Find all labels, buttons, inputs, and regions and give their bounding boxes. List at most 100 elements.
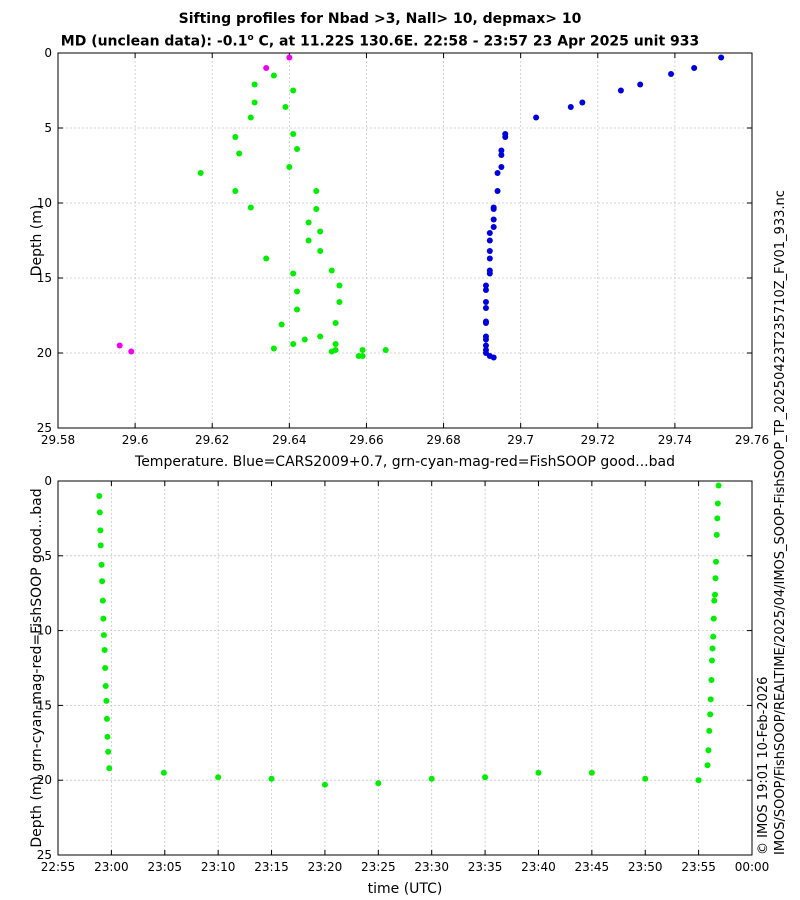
data-point <box>498 164 505 170</box>
time-depth-chart: 22:55 23:00 23:05 23:10 23:15 23:20 23:25 23:30… <box>29 474 769 897</box>
x-tick-label: 29.68 <box>426 433 460 447</box>
data-point <box>490 206 497 212</box>
data-point <box>99 597 106 604</box>
credit-label: © IMOS 19:01 10-Feb-2026 <box>756 676 771 855</box>
data-point <box>490 354 497 361</box>
x-tick-label: 29.7 <box>507 433 534 447</box>
data-point <box>215 774 222 781</box>
y-axis-label: Depth (m) grn-cyan-mag-red=FishSOOP good… <box>29 488 45 847</box>
data-point <box>382 347 389 353</box>
data-point <box>359 347 366 353</box>
data-point <box>714 500 721 507</box>
data-point <box>317 228 324 235</box>
x-tick-label: 22:55 <box>41 860 76 874</box>
data-point <box>328 267 335 274</box>
data-point <box>486 230 493 236</box>
data-point <box>502 134 509 140</box>
y-tick-label: 0 <box>44 46 52 60</box>
data-point <box>321 781 328 788</box>
data-point <box>691 65 698 71</box>
data-point <box>533 114 540 121</box>
data-point <box>301 336 308 343</box>
data-point <box>317 248 324 254</box>
data-point <box>102 665 109 671</box>
data-point <box>713 531 720 538</box>
x-axis-label: Temperature. Blue=CARS2009+0.7, grn-cyan… <box>134 454 675 470</box>
data-point <box>482 305 489 311</box>
data-point <box>197 170 204 176</box>
data-point <box>482 320 489 326</box>
data-point <box>710 633 717 640</box>
data-point <box>101 647 108 654</box>
title-prefix: MD (unclean data): -0.1 <box>60 33 248 50</box>
data-point <box>98 561 105 568</box>
y-tick-label: 20 <box>37 346 52 360</box>
data-point <box>490 224 497 230</box>
data-point <box>708 676 715 683</box>
data-point <box>494 188 501 194</box>
x-tick-label: 29.74 <box>658 433 692 447</box>
data-point <box>707 711 714 718</box>
data-point <box>706 727 713 734</box>
data-point <box>486 237 493 244</box>
data-point <box>707 696 714 703</box>
x-tick-label: 23:45 <box>575 860 610 874</box>
chart-title-line1: Sifting profiles for Nbad >3, Nall> 10, … <box>178 11 582 27</box>
plot-frame <box>57 52 753 429</box>
x-tick-label: 23:20 <box>308 860 343 874</box>
data-point <box>236 150 243 157</box>
x-tick-label: 29.58 <box>41 433 75 447</box>
data-point <box>482 282 489 289</box>
data-point <box>482 336 489 343</box>
x-tick-label: 29.76 <box>735 433 769 447</box>
data-point <box>486 248 493 254</box>
x-tick-label: 23:15 <box>254 860 289 874</box>
data-point <box>711 597 718 604</box>
y-tick-label: 10 <box>37 196 52 210</box>
data-point <box>270 345 277 352</box>
data-point <box>97 542 104 549</box>
y-tick-label: 10 <box>37 624 52 638</box>
data-point <box>286 164 293 170</box>
data-point <box>282 104 289 110</box>
x-tick-label: 23:25 <box>361 860 396 874</box>
data-point <box>359 353 366 359</box>
y-tick-label: 15 <box>37 271 52 285</box>
data-point <box>106 765 113 772</box>
data-point <box>251 81 258 88</box>
data-point <box>336 282 343 289</box>
y-tick-label: 25 <box>37 848 52 862</box>
data-point <box>567 104 574 110</box>
data-point <box>637 81 644 88</box>
data-point <box>313 206 320 212</box>
data-point <box>232 134 239 140</box>
data-point <box>286 54 293 61</box>
data-point <box>294 306 301 313</box>
data-point <box>328 348 335 355</box>
data-point <box>96 492 103 499</box>
data-point <box>100 615 107 622</box>
data-point <box>290 341 297 347</box>
plot-frame <box>57 480 753 856</box>
data-point <box>105 748 112 755</box>
data-point <box>160 769 167 776</box>
y-tick-label: 0 <box>44 474 52 488</box>
data-point <box>305 219 312 226</box>
y-tick-label: 15 <box>37 698 52 712</box>
data-point <box>705 747 712 754</box>
data-point <box>336 299 343 305</box>
data-point <box>709 645 716 652</box>
temperature-depth-chart: 29.58 29.6 29.62 29.64 29.66 29.68 29.7 29.72 29… <box>29 46 769 470</box>
y-tick-label: 20 <box>37 773 52 787</box>
data-point <box>579 99 586 106</box>
data-point <box>710 615 717 622</box>
x-tick-label: 23:05 <box>147 860 182 874</box>
x-tick-label: 23:55 <box>681 860 716 874</box>
data-point <box>305 237 312 244</box>
data-point <box>247 114 254 121</box>
data-point <box>482 774 489 781</box>
degree-symbol: o <box>247 33 254 43</box>
data-point <box>695 777 702 784</box>
data-point <box>102 682 109 689</box>
